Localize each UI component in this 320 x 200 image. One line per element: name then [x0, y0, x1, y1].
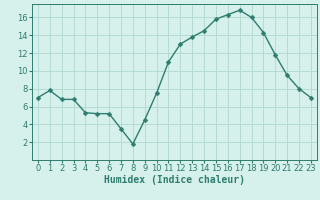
X-axis label: Humidex (Indice chaleur): Humidex (Indice chaleur)	[104, 175, 245, 185]
